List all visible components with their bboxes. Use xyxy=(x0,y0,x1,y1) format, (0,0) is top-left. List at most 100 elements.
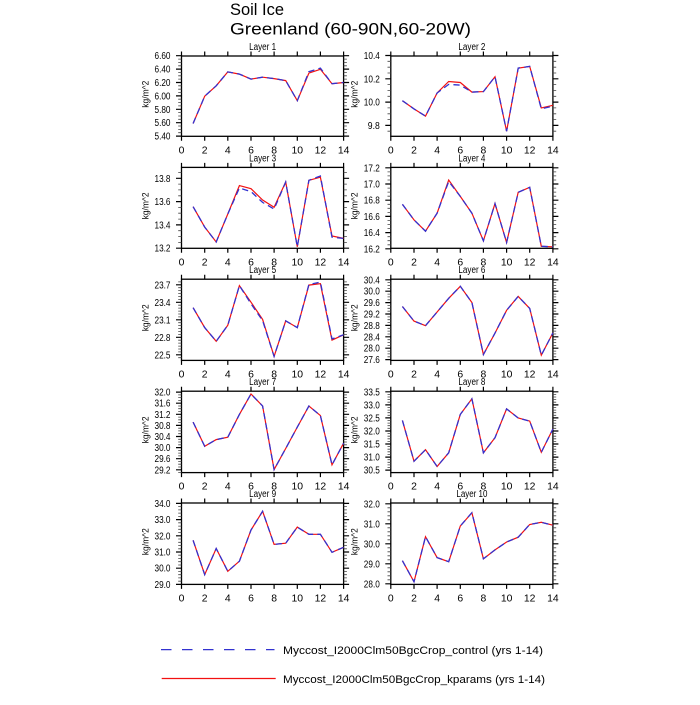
svg-text:33.5: 33.5 xyxy=(364,387,380,398)
svg-text:28.4: 28.4 xyxy=(364,332,380,343)
svg-text:kg/m^2: kg/m^2 xyxy=(140,416,150,443)
svg-text:17.0: 17.0 xyxy=(364,180,380,191)
svg-text:13.4: 13.4 xyxy=(155,220,171,231)
svg-text:10: 10 xyxy=(292,593,304,604)
svg-text:8: 8 xyxy=(271,257,277,268)
svg-text:8: 8 xyxy=(271,593,277,604)
svg-text:30.0: 30.0 xyxy=(155,443,171,454)
svg-text:28.8: 28.8 xyxy=(364,321,380,332)
svg-text:32.0: 32.0 xyxy=(155,388,171,399)
svg-text:kg/m^2: kg/m^2 xyxy=(350,304,360,331)
svg-text:29.2: 29.2 xyxy=(364,310,380,321)
svg-text:Layer 2: Layer 2 xyxy=(458,42,485,53)
svg-text:14: 14 xyxy=(547,257,559,268)
svg-text:10: 10 xyxy=(501,593,513,604)
svg-text:Layer 6: Layer 6 xyxy=(458,265,485,276)
svg-text:10: 10 xyxy=(292,145,304,156)
svg-text:10: 10 xyxy=(292,482,304,493)
svg-text:13.8: 13.8 xyxy=(155,174,171,185)
svg-text:4: 4 xyxy=(434,593,440,604)
svg-text:30.4: 30.4 xyxy=(155,432,171,443)
svg-text:8: 8 xyxy=(271,145,277,156)
svg-text:6.00: 6.00 xyxy=(155,91,171,102)
svg-text:28.0: 28.0 xyxy=(364,579,380,590)
svg-text:2: 2 xyxy=(202,369,208,380)
svg-text:0: 0 xyxy=(388,145,394,156)
svg-text:12: 12 xyxy=(315,145,327,156)
svg-text:23.4: 23.4 xyxy=(155,298,171,309)
svg-text:2: 2 xyxy=(411,482,417,493)
svg-text:30.0: 30.0 xyxy=(364,287,380,298)
svg-text:23.1: 23.1 xyxy=(155,315,171,326)
svg-text:28.0: 28.0 xyxy=(364,344,380,355)
svg-text:2: 2 xyxy=(411,593,417,604)
svg-text:14: 14 xyxy=(547,369,559,380)
svg-text:12: 12 xyxy=(524,482,536,493)
svg-text:2: 2 xyxy=(202,145,208,156)
svg-text:4: 4 xyxy=(434,145,440,156)
svg-text:22.5: 22.5 xyxy=(155,350,171,361)
svg-text:kg/m^2: kg/m^2 xyxy=(140,528,150,555)
svg-text:6: 6 xyxy=(248,482,254,493)
svg-text:30.0: 30.0 xyxy=(364,539,380,550)
svg-text:4: 4 xyxy=(225,593,231,604)
svg-text:32.5: 32.5 xyxy=(364,413,380,424)
svg-text:4: 4 xyxy=(225,145,231,156)
svg-text:Layer 7: Layer 7 xyxy=(249,377,276,388)
svg-text:0: 0 xyxy=(388,482,394,493)
svg-text:Layer 4: Layer 4 xyxy=(458,153,485,164)
svg-text:6: 6 xyxy=(457,257,463,268)
svg-text:12: 12 xyxy=(315,593,327,604)
svg-text:Layer 8: Layer 8 xyxy=(458,377,485,388)
svg-text:4: 4 xyxy=(434,257,440,268)
svg-text:6: 6 xyxy=(248,593,254,604)
svg-text:16.8: 16.8 xyxy=(364,196,380,207)
svg-text:6: 6 xyxy=(457,593,463,604)
svg-text:0: 0 xyxy=(388,593,394,604)
svg-text:31.5: 31.5 xyxy=(364,440,380,451)
svg-text:4: 4 xyxy=(434,369,440,380)
svg-text:31.0: 31.0 xyxy=(155,548,171,559)
svg-text:13.2: 13.2 xyxy=(155,244,171,255)
svg-text:8: 8 xyxy=(481,369,487,380)
svg-text:2: 2 xyxy=(411,369,417,380)
svg-text:2: 2 xyxy=(202,257,208,268)
svg-text:12: 12 xyxy=(524,593,536,604)
svg-text:Myccost_I2000Clm50BgcCrop_kpar: Myccost_I2000Clm50BgcCrop_kparams (yrs 1… xyxy=(283,674,545,686)
svg-text:6: 6 xyxy=(248,145,254,156)
svg-text:29.6: 29.6 xyxy=(364,298,380,309)
svg-text:29.0: 29.0 xyxy=(364,559,380,570)
svg-text:6.20: 6.20 xyxy=(155,78,171,89)
svg-text:4: 4 xyxy=(434,482,440,493)
svg-text:Soil Ice: Soil Ice xyxy=(230,0,284,19)
svg-text:kg/m^2: kg/m^2 xyxy=(140,304,150,331)
svg-text:12: 12 xyxy=(315,369,327,380)
svg-text:4: 4 xyxy=(225,369,231,380)
svg-text:31.2: 31.2 xyxy=(155,410,171,421)
svg-text:2: 2 xyxy=(202,593,208,604)
svg-text:10: 10 xyxy=(292,257,304,268)
svg-text:0: 0 xyxy=(179,482,185,493)
svg-text:5.60: 5.60 xyxy=(155,118,171,129)
svg-text:10.4: 10.4 xyxy=(364,51,380,62)
svg-text:10: 10 xyxy=(292,369,304,380)
svg-text:8: 8 xyxy=(271,482,277,493)
svg-text:4: 4 xyxy=(225,257,231,268)
svg-text:14: 14 xyxy=(338,593,350,604)
svg-text:8: 8 xyxy=(481,482,487,493)
svg-text:29.0: 29.0 xyxy=(155,580,171,591)
svg-text:34.0: 34.0 xyxy=(155,499,171,510)
svg-text:16.4: 16.4 xyxy=(364,228,380,239)
svg-text:33.0: 33.0 xyxy=(155,515,171,526)
svg-text:0: 0 xyxy=(179,257,185,268)
svg-text:14: 14 xyxy=(338,369,350,380)
svg-text:14: 14 xyxy=(547,145,559,156)
svg-text:10: 10 xyxy=(501,369,513,380)
svg-text:10: 10 xyxy=(501,482,513,493)
svg-text:6: 6 xyxy=(457,369,463,380)
svg-text:6: 6 xyxy=(248,369,254,380)
svg-text:Layer 10: Layer 10 xyxy=(456,489,487,500)
svg-text:kg/m^2: kg/m^2 xyxy=(350,81,360,108)
svg-text:12: 12 xyxy=(524,145,536,156)
svg-text:kg/m^2: kg/m^2 xyxy=(350,528,360,555)
